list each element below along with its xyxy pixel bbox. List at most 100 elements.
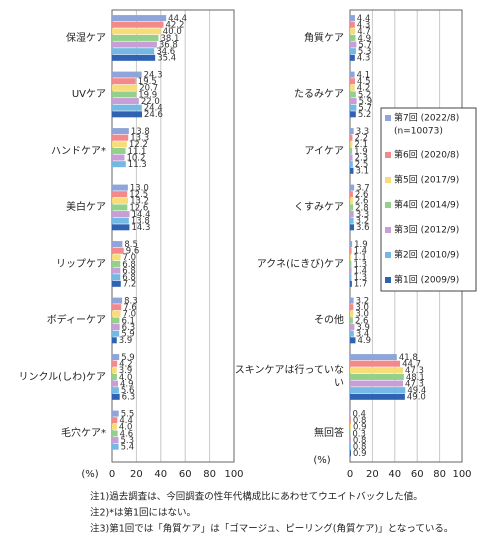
value-label: 3.2 [356,296,370,306]
legend-swatch [385,252,391,258]
x-tick-label: 20 [130,469,143,480]
value-label: 1.9 [354,147,368,157]
bar [350,84,355,91]
value-label: 13.2 [130,197,149,207]
legend-label: 第4回 (2014/9) [394,199,459,211]
category-label: ボディーケア [46,315,106,327]
value-label: 0.8 [353,416,367,426]
bar [112,387,119,394]
category-label: ハンドケア* [51,145,106,157]
value-label: 5.7 [358,103,372,113]
value-label: 8.5 [124,240,138,250]
x-tick-label: 60 [411,469,424,480]
bar [350,78,356,85]
bar [350,380,403,387]
value-label: 2.6 [355,197,369,207]
category-label: 無回答 [314,428,344,440]
value-label: 0.8 [353,436,367,446]
bar [350,367,403,374]
unit-label: (%) [81,469,98,480]
bar [112,260,121,267]
value-label: 4.6 [120,429,134,439]
x-tick-label: 40 [154,469,167,480]
value-label: 5.7 [358,40,372,50]
value-label: 38.1 [160,34,179,44]
bar [112,191,128,198]
bar [350,134,353,141]
value-label: 3.3 [356,210,370,220]
value-label: 3.9 [356,323,370,333]
legend-label: 第5回 (2017/9) [394,174,459,186]
category-label: リップケア [56,258,106,270]
bar [112,330,120,337]
note: 注2)*は第1回にはない。 [90,507,196,519]
category-label: スキンケアは行っていない [234,365,344,390]
bar [350,443,351,450]
bar [112,91,137,98]
bar [112,154,125,161]
bar [112,147,126,154]
bar [112,367,117,374]
value-label: 1.4 [354,266,368,276]
value-label: 36.8 [159,40,178,50]
value-label: 41.8 [399,353,418,363]
value-label: 1.9 [354,240,368,250]
bar [350,34,356,41]
note: 注3)第1回では「角質ケア」は「ゴマージュ、ピーリング(角質ケア)」となっている… [90,523,453,535]
value-label: 3.1 [355,167,369,177]
bar [112,78,136,85]
value-label: 22.0 [141,97,160,107]
value-label: 3.6 [356,223,370,233]
value-label: 1.4 [354,247,368,257]
bar [350,204,354,211]
bar [112,423,117,430]
legend-box [380,107,477,292]
value-label: 49.4 [407,386,426,396]
bar [112,98,139,105]
value-label: 5.2 [358,110,372,120]
value-label: 3.0 [355,303,369,313]
value-label: 2.6 [355,190,369,200]
value-label: 4.0 [119,373,133,383]
bar [112,274,121,281]
value-label: 44.4 [168,14,187,24]
bar [112,304,122,311]
value-label: 20.7 [139,84,158,94]
value-label: 11.3 [128,160,147,170]
legend-label: 第7回 (2022/8) [394,112,459,124]
bar [350,104,357,111]
value-label: 4.3 [357,21,371,31]
bar [112,417,118,424]
x-tick-label: 80 [203,469,216,480]
bar [112,161,126,168]
bar [112,241,123,248]
category-label-box: 保湿ケア [66,33,106,44]
category-label: 美白ケア [66,202,106,214]
bar [350,297,354,304]
bar [350,167,354,174]
bar [112,204,128,211]
legend-note: (n=10073) [394,127,443,137]
value-label: 48.1 [406,373,425,383]
bar [112,297,123,304]
value-label: 13.8 [131,216,150,226]
bar [350,197,353,204]
value-label: 9.6 [126,247,140,257]
value-label: 5.2 [358,90,372,100]
bar [112,184,128,191]
bar [112,128,129,135]
x-tick-label: 40 [388,469,401,480]
bar [112,324,120,331]
bar [112,254,121,261]
value-label: 12.6 [129,203,148,213]
value-label: 4.9 [120,379,134,389]
category-label-box: ボディーケア [46,315,106,327]
value-label: 40.0 [163,27,182,37]
value-label: 24.3 [144,70,163,80]
value-label: 3.9 [119,366,133,376]
value-label: 4.2 [119,360,133,370]
legend-swatch [385,115,391,121]
bar [350,98,357,105]
bar [112,443,119,450]
